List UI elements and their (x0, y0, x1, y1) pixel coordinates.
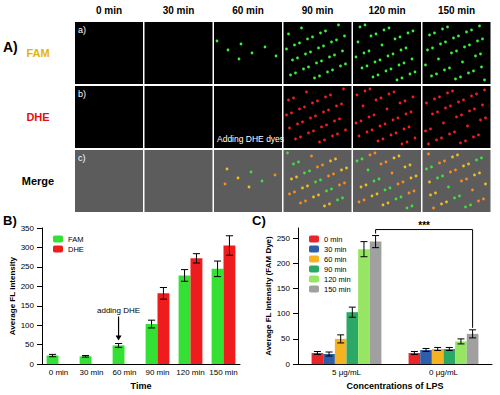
svg-text:120 min: 120 min (176, 368, 204, 377)
svg-text:Average FL intensity: Average FL intensity (8, 256, 17, 335)
svg-text:90 min: 90 min (145, 368, 169, 377)
svg-text:150 min: 150 min (438, 5, 475, 16)
svg-text:150 min: 150 min (324, 285, 351, 294)
svg-text:5 μg/mL: 5 μg/mL (332, 368, 362, 377)
svg-text:30 min: 30 min (79, 368, 103, 377)
svg-text:100: 100 (277, 309, 291, 318)
svg-text:0 μg/mL: 0 μg/mL (429, 368, 459, 377)
svg-text:B): B) (3, 213, 17, 228)
svg-text:0 min: 0 min (96, 5, 122, 16)
svg-text:120 min: 120 min (368, 5, 405, 16)
svg-text:50: 50 (25, 340, 34, 349)
svg-text:0 min: 0 min (324, 235, 342, 244)
svg-text:30 min: 30 min (163, 5, 195, 16)
svg-text:30 min: 30 min (324, 245, 347, 254)
svg-text:90 min: 90 min (302, 5, 334, 16)
svg-text:150 min: 150 min (209, 368, 237, 377)
svg-text:DHE: DHE (68, 245, 84, 254)
svg-text:350: 350 (21, 224, 35, 233)
svg-text:100: 100 (21, 321, 35, 330)
svg-text:0: 0 (286, 360, 291, 369)
svg-text:60 min: 60 min (232, 5, 264, 16)
svg-text:250: 250 (277, 234, 291, 243)
svg-text:b): b) (78, 89, 86, 99)
svg-text:60 min: 60 min (324, 255, 347, 264)
svg-text:300: 300 (21, 243, 35, 252)
svg-text:Adding DHE dyes: Adding DHE dyes (217, 134, 284, 144)
svg-text:Merge: Merge (22, 175, 54, 187)
svg-text:C): C) (252, 213, 266, 228)
svg-text:DHE: DHE (26, 111, 49, 123)
svg-text:0 min: 0 min (49, 368, 69, 377)
svg-text:150: 150 (21, 301, 35, 310)
svg-text:adding DHE: adding DHE (97, 306, 140, 315)
svg-text:***: *** (418, 220, 430, 231)
svg-text:150: 150 (277, 284, 291, 293)
svg-text:a): a) (78, 25, 86, 35)
svg-text:FAM: FAM (68, 235, 83, 244)
svg-text:FAM: FAM (26, 47, 49, 59)
svg-text:250: 250 (21, 262, 35, 271)
svg-text:Concentrations of LPS: Concentrations of LPS (346, 381, 443, 391)
svg-text:c): c) (78, 153, 86, 163)
svg-text:120 min: 120 min (324, 275, 351, 284)
svg-text:Time: Time (131, 381, 152, 391)
svg-text:200: 200 (277, 259, 291, 268)
svg-text:A): A) (3, 39, 18, 55)
svg-text:200: 200 (21, 282, 35, 291)
svg-text:Average FL intensity (FAM Dye): Average FL intensity (FAM Dye) (264, 236, 273, 356)
svg-text:90 min: 90 min (324, 265, 347, 274)
svg-text:0: 0 (30, 360, 35, 369)
svg-text:60 min: 60 min (112, 368, 136, 377)
svg-text:50: 50 (281, 334, 290, 343)
